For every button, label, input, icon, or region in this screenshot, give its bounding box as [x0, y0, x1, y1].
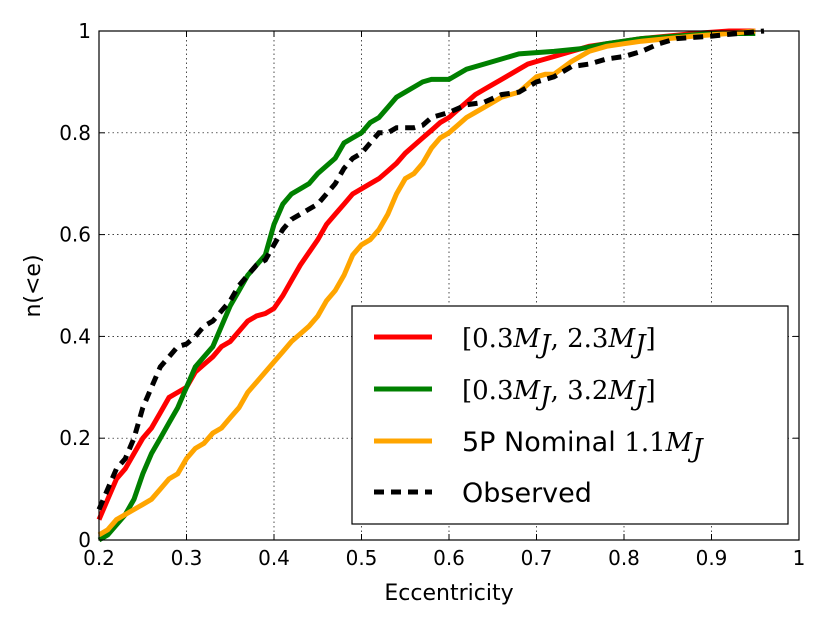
series-line-observed — [96, 28, 765, 511]
y-tick-label: 0.8 — [59, 121, 91, 145]
y-tick-label: 0.4 — [59, 324, 91, 348]
x-tick-label: 0.9 — [696, 546, 728, 570]
series-line-5p-nominal-1-1m-j — [97, 28, 756, 538]
axis-ticks: 0.2 0.3 0.4 0.5 0.6 0.7 0.8 0.9 100.20.40.60.81 — [59, 19, 805, 570]
y-tick-label: 0.2 — [59, 426, 91, 450]
y-axis-label: n(<e) — [21, 254, 46, 317]
x-axis-label: Eccentricity — [384, 581, 513, 606]
series-line--0-3m-j-3-2m-j- — [97, 31, 756, 543]
y-tick-label: 0.6 — [59, 223, 91, 247]
x-tick-label: 0.3 — [171, 546, 203, 570]
x-tick-label: 0.2 — [83, 546, 115, 570]
legend-label: 5P Nominal 1.1MJ — [462, 427, 704, 464]
legend-label: [0.3MJ, 2.3MJ] — [462, 324, 656, 360]
x-tick-label: 1 — [793, 546, 806, 570]
x-tick-label: 0.6 — [433, 546, 465, 570]
x-tick-label: 0.4 — [258, 546, 290, 570]
legend-label: Observed — [462, 478, 592, 509]
legend: [0.3MJ, 2.3MJ] [0.3MJ, 3.2MJ] 5P Nominal 1… — [351, 305, 789, 525]
series-lines — [96, 28, 765, 543]
x-tick-label: 0.8 — [608, 546, 640, 570]
legend-box — [351, 305, 789, 525]
x-tick-label: 0.7 — [521, 546, 553, 570]
y-tick-label: 0 — [78, 528, 91, 552]
legend-label: [0.3MJ, 3.2MJ] — [462, 376, 656, 412]
y-tick-label: 1 — [78, 19, 91, 43]
x-tick-label: 0.5 — [346, 546, 378, 570]
